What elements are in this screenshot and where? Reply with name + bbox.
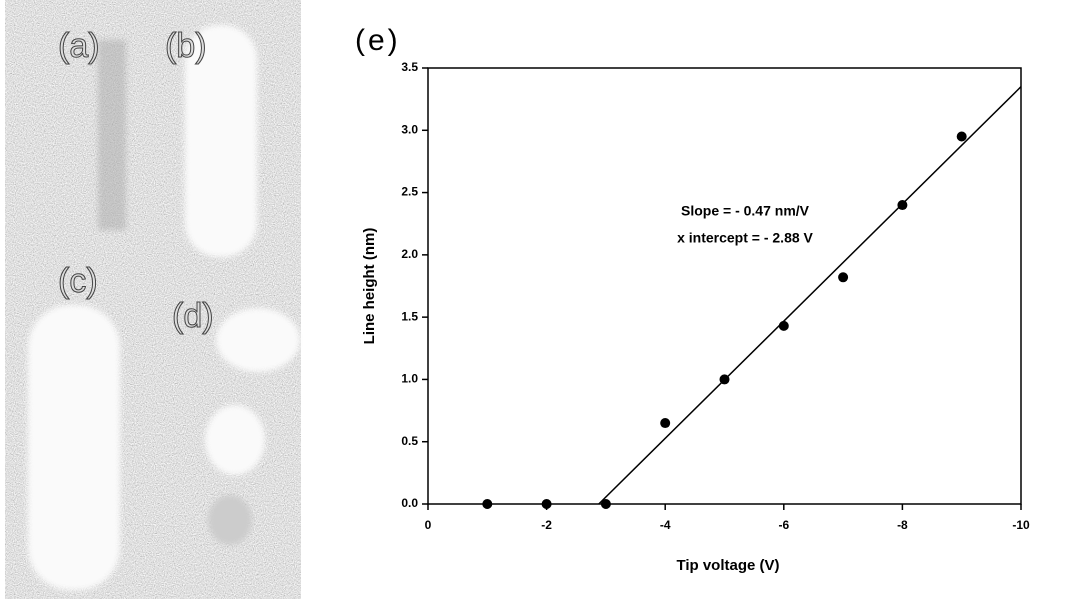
y-tick-label: 3.0 [401,122,418,136]
plot-frame [427,67,1022,505]
data-point [719,374,730,385]
panel-label: (b) [165,27,207,65]
y-tick-label: 0.5 [401,434,418,448]
data-point [956,131,967,142]
y-axis-title: Line height (nm) [361,228,378,345]
afm-image: (a) (b) (c) (d) [5,0,301,599]
y-tick-label: 2.5 [401,185,418,199]
data-point [660,418,671,429]
data-point [838,272,849,283]
line-b [185,25,257,257]
y-tick-label: 0.0 [401,496,418,510]
x-tick-label: -10 [1012,518,1030,532]
line-c [28,305,120,590]
blob-d2 [205,405,265,475]
x-axis-title: Tip voltage (V) [676,557,779,574]
y-tick-label: 3.5 [401,60,418,74]
x-tick-label: -2 [541,518,552,532]
data-point [778,320,789,331]
line-a [98,40,126,230]
y-tick-label: 1.0 [401,372,418,386]
data-point [897,200,908,211]
y-tick-label: 2.0 [401,247,418,261]
data-point [541,499,552,509]
panel-label: (d) [172,297,214,335]
blob-d3 [208,495,252,545]
x-tick-label: -8 [897,518,908,532]
image-features [28,25,300,590]
panel-label: (e) [355,24,401,57]
y-tick-label: 1.5 [401,309,418,323]
x-tick-label: -6 [778,518,789,532]
annotation: Slope = - 0.47 nm/V [681,203,810,219]
fit-line [598,86,1022,505]
data-point [482,499,493,509]
panel-label: (c) [58,262,98,300]
blob-d [216,308,300,372]
panel-label: (a) [58,27,100,65]
annotation: x intercept = - 2.88 V [677,230,813,246]
x-tick-label: 0 [425,518,432,532]
data-point [600,499,611,509]
x-tick-label: -4 [660,518,671,532]
